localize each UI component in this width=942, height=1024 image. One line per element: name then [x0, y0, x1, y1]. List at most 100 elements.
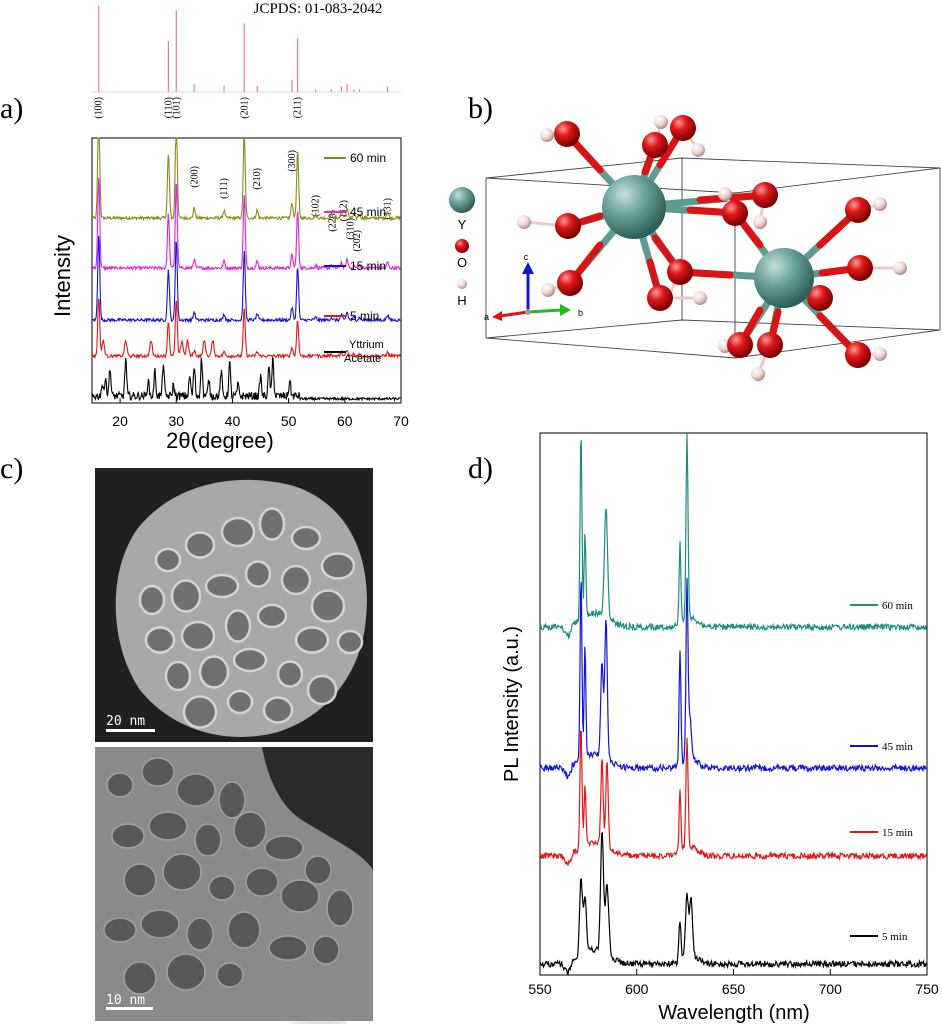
pore-bottom-6 [194, 823, 222, 857]
xrd-series-0 [91, 137, 401, 222]
pore-top-2 [220, 516, 256, 548]
legend-hydrogen-swatch [457, 279, 467, 289]
pore-top-3 [258, 507, 286, 541]
peak-label-13: (202) [352, 230, 363, 252]
pore-top-20 [232, 647, 268, 673]
xrd-x-tick-label-3: 50 [281, 413, 297, 429]
legend-yttrium-swatch [449, 187, 475, 213]
pores-bottom [103, 757, 354, 995]
bright-region [210, 965, 350, 1024]
pore-top-8 [204, 573, 240, 599]
pore-bottom-15 [326, 889, 354, 927]
pore-bottom-19 [227, 911, 261, 949]
panel-d-label: d) [468, 452, 493, 485]
reference-peaks [98, 5, 389, 92]
scale-bar-top [106, 729, 155, 732]
pl-y-axis-label: PL Intensity (a.u.) [501, 626, 523, 782]
peak-label-8: (300) [287, 150, 298, 172]
pl-legend-label-0: 60 min [882, 600, 913, 612]
panel-b: b) [449, 92, 941, 381]
pore-top-24 [226, 689, 254, 715]
pore-top-22 [306, 674, 338, 706]
pl-series-0 [539, 432, 927, 640]
pore-bottom-12 [208, 875, 236, 901]
xrd-series-2 [91, 235, 401, 324]
peak-label-4: (211) [293, 97, 304, 118]
pore-bottom-8 [264, 835, 304, 861]
pore-bottom-3 [218, 781, 246, 819]
atom-legend: Y O H [449, 187, 475, 308]
pore-top-10 [280, 564, 312, 596]
axis-b-label: b [578, 308, 583, 318]
pore-top-16 [256, 603, 288, 629]
pore-bottom-18 [186, 917, 214, 951]
xrd-series-4 [91, 357, 401, 402]
pore-bottom-22 [123, 961, 157, 995]
peak-label-3: (201) [239, 97, 250, 119]
pore-top-18 [164, 660, 192, 692]
pore-top-14 [180, 620, 216, 652]
panel-b-label: b) [468, 92, 493, 125]
xrd-legend-label-0: 60 min [350, 151, 386, 165]
pore-bottom-0 [106, 772, 134, 798]
pore-bottom-11 [162, 853, 202, 891]
scale-label-bottom: 10 nm [106, 993, 145, 1008]
xrd-series-3 [91, 298, 401, 360]
xrd-series-1 [91, 177, 401, 272]
peak-label-5: (200) [189, 166, 200, 188]
peak-label-1: (110) [163, 97, 174, 118]
pore-bottom-23 [166, 953, 206, 991]
pore-bottom-17 [140, 909, 180, 939]
pl-x-tick-label-4: 750 [915, 981, 939, 997]
pore-top-19 [198, 655, 230, 689]
pores-top [138, 507, 364, 729]
xrd-series [91, 137, 401, 402]
pore-top-15 [224, 609, 252, 643]
pore-bottom-16 [103, 917, 137, 943]
atoms-oxygen [554, 115, 873, 368]
peak-labels: (100) (110)(101) (201) (211) (200) (111) (210)… [94, 97, 394, 252]
legend-oxygen-label: O [457, 255, 467, 270]
xrd-x-axis-label: 2θ(degree) [166, 428, 274, 453]
xrd-x-ticks: 20 30 40 50 60 70 [112, 398, 409, 429]
pore-bottom-4 [111, 823, 145, 849]
panel-c-label: c) [0, 452, 23, 485]
reference-card-label: JCPDS: 01-083-2042 [254, 1, 383, 17]
crystal-axes: c b a [484, 252, 583, 322]
pore-bottom-7 [233, 811, 267, 849]
pore-bottom-9 [304, 855, 332, 885]
pore-bottom-1 [141, 757, 175, 787]
pore-top-5 [320, 552, 356, 580]
xrd-legend-label-4-b: Acetate [344, 353, 381, 365]
xrd-legend-label-4: Yttrium [349, 339, 384, 351]
peak-label-12: (310) [345, 218, 356, 240]
pore-top-9 [244, 560, 272, 588]
pl-series [539, 432, 927, 976]
xrd-x-tick-label-5: 70 [393, 413, 409, 429]
pl-x-tick-label-3: 700 [819, 981, 843, 997]
scale-label-top: 20 nm [106, 714, 145, 729]
pore-top-17 [294, 626, 330, 654]
peak-label-6: (111) [219, 178, 230, 199]
pore-top-25 [262, 696, 294, 724]
pl-series-3 [539, 831, 927, 976]
pore-top-1 [184, 531, 216, 559]
peak-label-0: (100) [94, 97, 105, 119]
pore-bottom-20 [268, 935, 308, 961]
unit-cell [485, 157, 941, 359]
peak-label-7: (210) [252, 168, 263, 190]
pl-x-tick-label-0: 550 [528, 981, 552, 997]
tem-image-top: 20 nm [95, 468, 373, 742]
pore-bottom-21 [312, 935, 340, 965]
xrd-y-axis-label: Intensity [50, 235, 75, 317]
pl-x-ticks: 550 600 650 700 750 [528, 969, 939, 997]
axis-c-label: c [524, 252, 529, 262]
pl-x-axis-label: Wavelength (nm) [658, 1002, 810, 1024]
xrd-x-tick-label-1: 30 [168, 413, 184, 429]
peak-label-10: (220) [327, 210, 338, 232]
pore-bottom-5 [148, 811, 188, 841]
pl-legend-label-3: 5 min [882, 931, 908, 943]
xrd-legend: 60 min 45 min 15 min 5 min Yttrium Acetate [324, 151, 386, 365]
atoms-yttrium [602, 175, 814, 308]
